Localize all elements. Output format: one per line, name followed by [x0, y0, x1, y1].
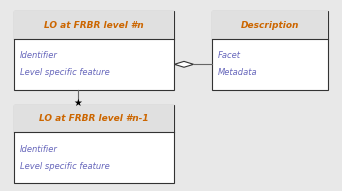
Text: Identifier: Identifier	[20, 51, 58, 60]
Text: LO at FRBR level #n-1: LO at FRBR level #n-1	[39, 114, 149, 123]
Text: Level specific feature: Level specific feature	[20, 68, 109, 77]
Polygon shape	[174, 61, 194, 67]
Text: Facet: Facet	[218, 51, 241, 60]
Text: Description: Description	[241, 21, 299, 30]
Text: ★: ★	[74, 98, 82, 108]
Bar	[212, 11, 328, 39]
Bar	[14, 105, 174, 183]
Text: Identifier: Identifier	[20, 145, 58, 154]
Text: LO at FRBR level #n: LO at FRBR level #n	[44, 21, 144, 30]
Bar	[14, 105, 174, 133]
Bar	[212, 11, 328, 90]
Text: Level specific feature: Level specific feature	[20, 162, 109, 171]
Bar	[14, 11, 174, 90]
Text: Metadata: Metadata	[218, 68, 258, 77]
Bar	[14, 11, 174, 39]
